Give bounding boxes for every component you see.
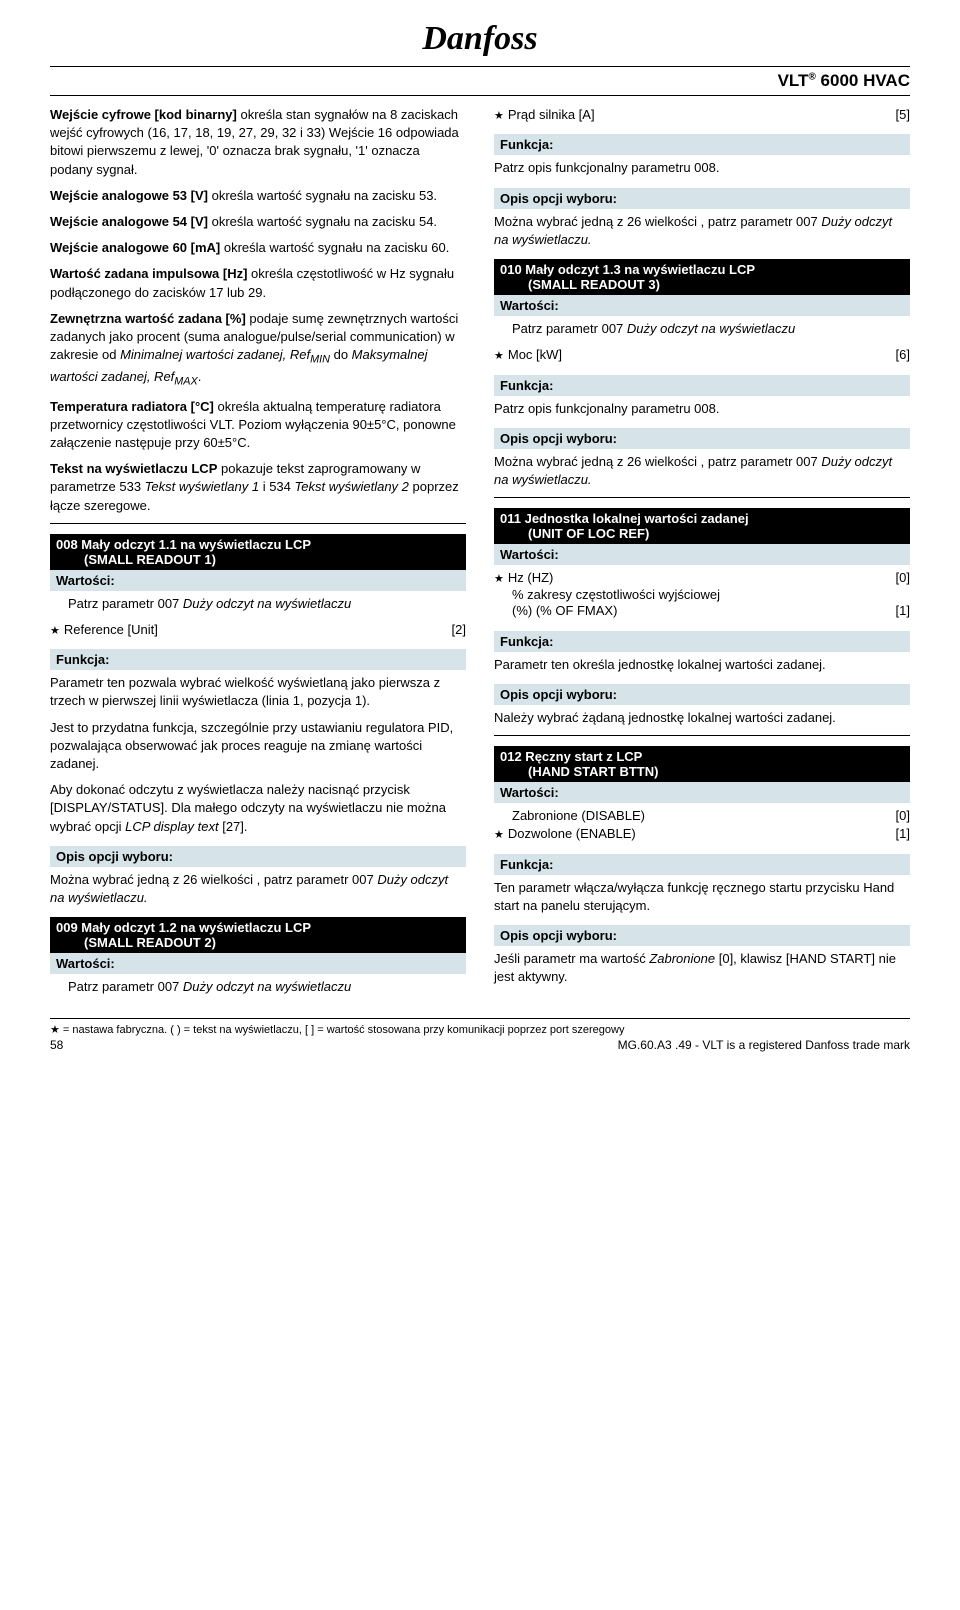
value-text: Patrz parametr 007 Duży odczyt na wyświe… [50,978,466,996]
option-row: (%) (% OF FMAX) [1] [494,602,910,620]
values-header: Wartości: [50,570,466,591]
paragraph: Jest to przydatna funkcja, szczególnie p… [50,719,466,774]
options-header: Opis opcji wyboru: [50,846,466,867]
option-value: [0] [886,807,910,825]
paragraph: Patrz opis funkcjonalny parametru 008. [494,400,910,418]
options-header: Opis opcji wyboru: [494,684,910,705]
options-header: Opis opcji wyboru: [494,188,910,209]
paragraph: Tekst na wyświetlaczu LCP pokazuje tekst… [50,460,466,515]
footer-line: 58 MG.60.A3 .49 - VLT is a registered Da… [50,1038,910,1052]
option-label: (%) (% OF FMAX) [494,602,886,620]
option-label: % zakresy częstotliwości wyjściowej [494,587,910,602]
page-number: 58 [50,1038,63,1052]
paragraph: Wejście analogowe 54 [V] określa wartość… [50,213,466,231]
value-text: Patrz parametr 007 Duży odczyt na wyświe… [494,320,910,338]
param-header-011: 011 Jednostka lokalnej wartości zadanej … [494,508,910,544]
footer-legend: ★ = nastawa fabryczna. ( ) = tekst na wy… [50,1023,910,1036]
param-header-009: 009 Mały odczyt 1.2 na wyświetlaczu LCP … [50,917,466,953]
function-header: Funkcja: [50,649,466,670]
paragraph: Ten parametr włącza/wyłącza funkcję ręcz… [494,879,910,915]
option-label: Zabronione (DISABLE) [494,807,886,825]
option-row: Prąd silnika [A] [5] [494,106,910,124]
option-label: Dozwolone (ENABLE) [494,825,886,843]
content-columns: Wejście cyfrowe [kod binarny] określa st… [50,106,910,1004]
divider [494,497,910,498]
function-header: Funkcja: [494,134,910,155]
paragraph: Aby dokonać odczytu z wyświetlacza należ… [50,781,466,836]
function-header: Funkcja: [494,375,910,396]
page-footer: ★ = nastawa fabryczna. ( ) = tekst na wy… [50,1018,910,1052]
product-line: VLT® 6000 HVAC [50,71,910,96]
param-header-012: 012 Ręczny start z LCP (HAND START BTTN) [494,746,910,782]
paragraph: Należy wybrać żądaną jednostkę lokalnej … [494,709,910,727]
values-header: Wartości: [494,295,910,316]
values-header: Wartości: [494,782,910,803]
function-header: Funkcja: [494,854,910,875]
document-page: Danfoss VLT® 6000 HVAC Wejście cyfrowe [… [0,0,960,1062]
option-value: [1] [886,825,910,843]
paragraph: Można wybrać jedną z 26 wielkości , patr… [494,213,910,249]
option-label: Moc [kW] [494,346,886,364]
option-value: [6] [886,346,910,364]
paragraph: Patrz opis funkcjonalny parametru 008. [494,159,910,177]
paragraph: Wejście analogowe 53 [V] określa wartość… [50,187,466,205]
paragraph: Wejście cyfrowe [kod binarny] określa st… [50,106,466,179]
danfoss-logo: Danfoss [422,20,537,57]
left-column: Wejście cyfrowe [kod binarny] określa st… [50,106,466,1004]
param-header-008: 008 Mały odczyt 1.1 na wyświetlaczu LCP … [50,534,466,570]
value-text: Patrz parametr 007 Duży odczyt na wyświe… [50,595,466,613]
option-value: [2] [442,621,466,639]
option-value: [5] [886,106,910,124]
option-label: Hz (HZ) [494,569,886,587]
paragraph: Parametr ten określa jednostkę lokalnej … [494,656,910,674]
footer-trademark: MG.60.A3 .49 - VLT is a registered Danfo… [618,1038,910,1052]
paragraph: Można wybrać jedną z 26 wielkości , patr… [494,453,910,489]
option-value: [1] [886,602,910,620]
option-row: Hz (HZ) [0] [494,569,910,587]
paragraph: Zewnętrzna wartość zadana [%] podaje sum… [50,310,466,390]
param-header-010: 010 Mały odczyt 1.3 na wyświetlaczu LCP … [494,259,910,295]
right-column: Prąd silnika [A] [5] Funkcja: Patrz opis… [494,106,910,1004]
paragraph: Temperatura radiatora [°C] określa aktua… [50,398,466,453]
option-label: Prąd silnika [A] [494,106,886,124]
values-header: Wartości: [494,544,910,565]
option-row: Reference [Unit] [2] [50,621,466,639]
product-name: VLT® 6000 HVAC [778,71,910,91]
option-label: Reference [Unit] [50,621,442,639]
paragraph: Wejście analogowe 60 [mA] określa wartoś… [50,239,466,257]
paragraph: Można wybrać jedną z 26 wielkości , patr… [50,871,466,907]
divider [50,523,466,524]
divider [494,735,910,736]
paragraph: Wartość zadana impulsowa [Hz] określa cz… [50,265,466,301]
function-header: Funkcja: [494,631,910,652]
paragraph: Jeśli parametr ma wartość Zabronione [0]… [494,950,910,986]
page-header: Danfoss [50,20,910,67]
option-row: Moc [kW] [6] [494,346,910,364]
paragraph: Parametr ten pozwala wybrać wielkość wyś… [50,674,466,710]
values-header: Wartości: [50,953,466,974]
options-header: Opis opcji wyboru: [494,925,910,946]
option-row: Zabronione (DISABLE) [0] [494,807,910,825]
option-value: [0] [886,569,910,587]
options-header: Opis opcji wyboru: [494,428,910,449]
option-row: Dozwolone (ENABLE) [1] [494,825,910,843]
